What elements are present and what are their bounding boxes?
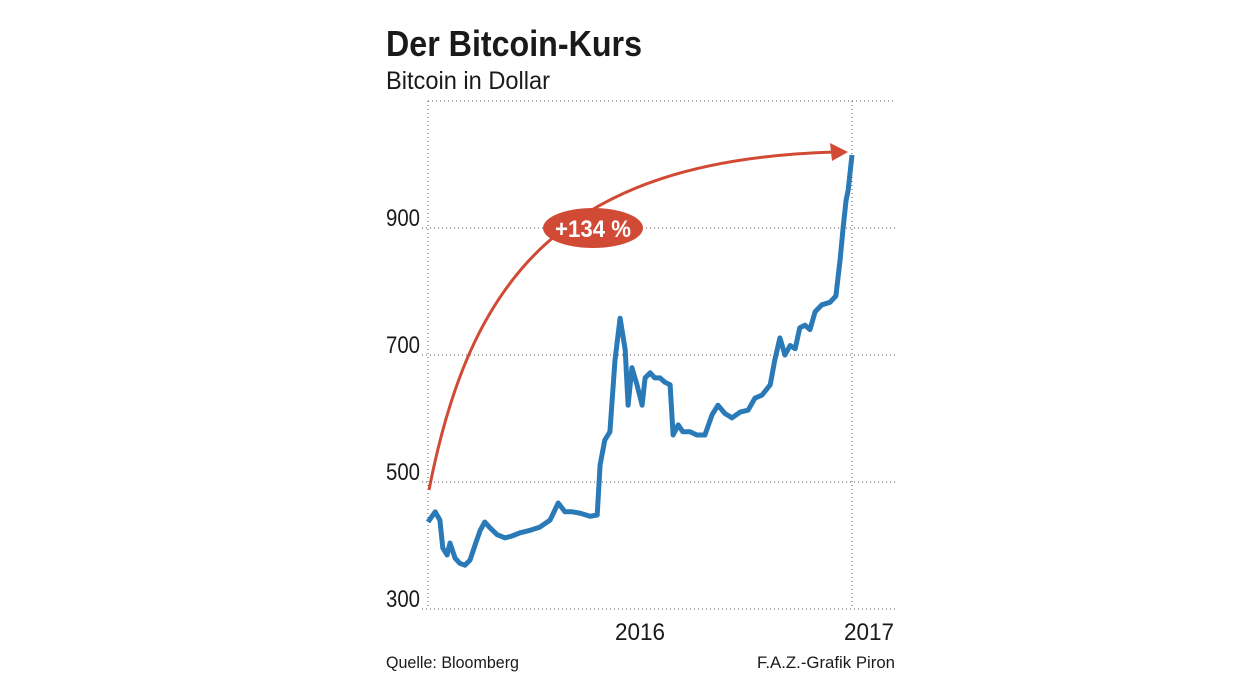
source: Quelle: Bloomberg xyxy=(386,653,519,672)
chart-title: Der Bitcoin-Kurs xyxy=(386,23,642,64)
x-tick-label: 2017 xyxy=(844,619,894,646)
y-tick-label: 500 xyxy=(386,459,420,486)
y-tick-label: 900 xyxy=(386,205,420,232)
credit: F.A.Z.-Grafik Piron xyxy=(757,653,895,672)
y-tick-label: 300 xyxy=(386,586,420,613)
annotation-badge xyxy=(543,208,643,248)
arrow-head xyxy=(830,143,848,161)
annotation: +134 % xyxy=(555,216,631,243)
x-tick-label: 2016 xyxy=(615,619,665,646)
chart-subtitle: Bitcoin in Dollar xyxy=(386,67,550,95)
price-line xyxy=(425,154,855,568)
y-tick-label: 700 xyxy=(386,332,420,359)
annotation-arrow xyxy=(427,150,836,491)
